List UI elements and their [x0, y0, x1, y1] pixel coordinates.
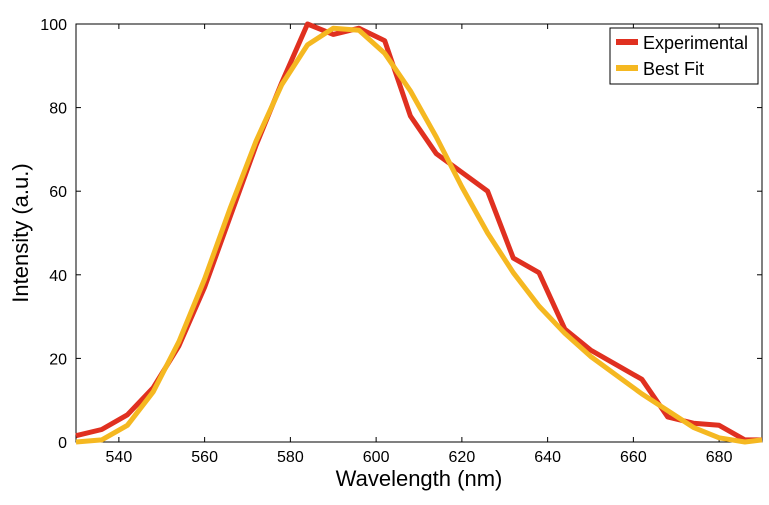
x-tick-label: 680: [706, 449, 733, 466]
series-group: [75, 21, 763, 445]
legend-label-best-fit: Best Fit: [643, 59, 704, 79]
y-tick-label: 80: [49, 101, 67, 118]
axis-ticks: 540 560 580 600 620 640 660 680 0 20 40 60 80 100: [40, 17, 762, 466]
y-axis-label: Intensity (a.u.): [8, 163, 33, 302]
y-tick-label: 40: [49, 268, 67, 285]
plot-area: [75, 23, 763, 443]
x-tick-label: 540: [106, 449, 133, 466]
legend-label-experimental: Experimental: [643, 33, 748, 53]
series-line-best-fit: [75, 25, 763, 445]
y-tick-label: 20: [49, 351, 67, 368]
y-tick-label: 0: [58, 435, 67, 452]
x-tick-label: 580: [277, 449, 304, 466]
legend: Experimental Best Fit: [609, 27, 759, 85]
x-tick-label: 600: [363, 449, 390, 466]
x-tick-label: 660: [620, 449, 647, 466]
legend-box: [609, 27, 759, 85]
y-tick-label: 100: [40, 17, 67, 34]
x-axis-label: Wavelength (nm): [336, 466, 503, 491]
x-tick-label: 620: [449, 449, 476, 466]
y-tick-label: 60: [49, 184, 67, 201]
x-tick-label: 640: [534, 449, 561, 466]
x-tick-label: 560: [191, 449, 218, 466]
